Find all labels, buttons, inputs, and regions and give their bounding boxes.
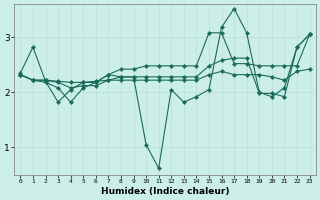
X-axis label: Humidex (Indice chaleur): Humidex (Indice chaleur): [101, 187, 229, 196]
